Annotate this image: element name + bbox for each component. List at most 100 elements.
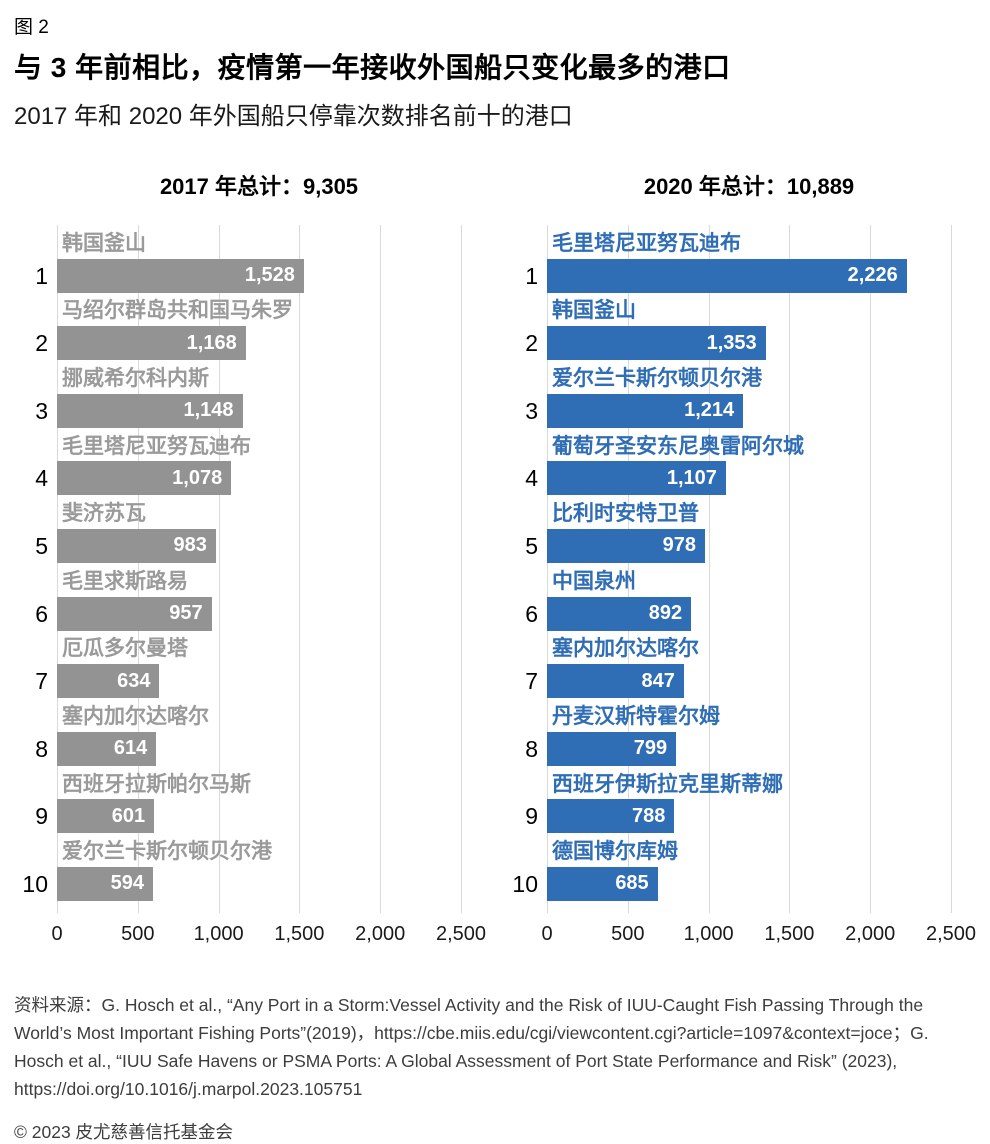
bar: 1,528 bbox=[57, 258, 304, 293]
x-axis-tick-label: 1,000 bbox=[683, 922, 734, 945]
rank-number: 2 bbox=[35, 330, 48, 357]
chart-2020: 2020 年总计：10,889 1 毛里塔尼亚努瓦迪布 2,226 2 韩国釜山 1,35… bbox=[512, 169, 976, 949]
chart-row: 4 毛里塔尼亚努瓦迪布 1,078 bbox=[35, 428, 461, 496]
x-axis-tick-label: 2,000 bbox=[355, 922, 406, 945]
bar-value: 1,168 bbox=[186, 331, 237, 354]
x-axis: 0 500 1,000 1,500 2,000 2,500 bbox=[51, 922, 486, 949]
chart-2020-title: 2020 年总计：10,889 bbox=[643, 174, 855, 199]
bar: 634 bbox=[57, 664, 160, 699]
port-label: 毛里塔尼亚努瓦迪布 bbox=[62, 434, 251, 458]
chart-row: 10 德国博尔库姆 685 bbox=[512, 833, 951, 901]
port-label: 葡萄牙圣安东尼奥雷阿尔城 bbox=[552, 434, 804, 458]
bar: 2,226 bbox=[547, 258, 907, 293]
chart-row: 7 厄瓜多尔曼塔 634 bbox=[35, 631, 461, 699]
x-axis-tick-label: 500 bbox=[611, 922, 645, 945]
bar: 957 bbox=[57, 596, 212, 631]
chart-row: 1 韩国釜山 1,528 bbox=[35, 225, 461, 293]
page-title: 与 3 年前相比，疫情第一年接收外国船只变化最多的港口 bbox=[14, 52, 731, 83]
port-label: 厄瓜多尔曼塔 bbox=[62, 637, 188, 661]
port-label: 毛里塔尼亚努瓦迪布 bbox=[552, 231, 741, 255]
port-label: 西班牙拉斯帕尔马斯 bbox=[62, 772, 251, 796]
port-label: 马绍尔群岛共和国马朱罗 bbox=[62, 299, 293, 323]
bar: 892 bbox=[547, 596, 692, 631]
x-axis-tick-label: 500 bbox=[121, 922, 155, 945]
bar: 788 bbox=[547, 799, 675, 834]
chart-row: 6 毛里求斯路易 957 bbox=[35, 563, 461, 631]
bar: 685 bbox=[547, 866, 658, 901]
bar-value: 1,078 bbox=[172, 466, 223, 489]
bar: 601 bbox=[57, 799, 155, 834]
rank-number: 4 bbox=[525, 465, 538, 492]
port-label: 德国博尔库姆 bbox=[552, 840, 678, 864]
rank-number: 3 bbox=[525, 397, 538, 424]
x-axis-tick-label: 0 bbox=[541, 922, 553, 945]
bar-value: 892 bbox=[648, 602, 683, 625]
port-label: 丹麦汉斯特霍尔姆 bbox=[552, 704, 720, 728]
rank-number: 10 bbox=[512, 870, 538, 897]
rank-number: 9 bbox=[525, 803, 538, 830]
bar: 983 bbox=[57, 528, 216, 563]
rank-number: 9 bbox=[35, 803, 48, 830]
bar-rows: 1 毛里塔尼亚努瓦迪布 2,226 2 韩国釜山 1,353 3 爱尔兰卡斯尔顿贝尔港 1,21… bbox=[512, 225, 951, 901]
x-axis: 0 500 1,000 1,500 2,000 2,500 bbox=[541, 922, 976, 949]
source-note: 资料来源：G. Hosch et al., “Any Port in a Sto… bbox=[14, 994, 929, 1099]
rank-number: 6 bbox=[525, 600, 538, 627]
bar: 1,107 bbox=[547, 461, 726, 496]
x-axis-tick-label: 1,500 bbox=[274, 922, 325, 945]
x-axis-tick-label: 1,500 bbox=[764, 922, 815, 945]
rank-number: 5 bbox=[35, 532, 48, 559]
rank-number: 1 bbox=[525, 262, 538, 289]
bar-value: 1,353 bbox=[706, 331, 757, 354]
chart-2017-plot: 1 韩国釜山 1,528 2 马绍尔群岛共和国马朱罗 1,168 3 挪威希尔科内斯 1,148… bbox=[22, 225, 462, 913]
chart-row: 4 葡萄牙圣安东尼奥雷阿尔城 1,107 bbox=[525, 428, 951, 496]
bar-rows: 1 韩国釜山 1,528 2 马绍尔群岛共和国马朱罗 1,168 3 挪威希尔科内斯 1,148… bbox=[22, 225, 461, 901]
rank-number: 1 bbox=[35, 262, 48, 289]
bar-value: 2,226 bbox=[847, 264, 898, 287]
x-axis-tick-label: 0 bbox=[51, 922, 63, 945]
bar: 614 bbox=[57, 731, 157, 766]
bar-value: 1,214 bbox=[684, 399, 735, 422]
bar-value: 1,528 bbox=[244, 264, 295, 287]
chart-row: 5 比利时安特卫普 978 bbox=[525, 495, 951, 563]
bar-value: 614 bbox=[113, 737, 148, 760]
chart-row: 9 西班牙拉斯帕尔马斯 601 bbox=[35, 766, 461, 834]
chart-row: 8 塞内加尔达喀尔 614 bbox=[35, 698, 461, 766]
chart-row: 3 爱尔兰卡斯尔顿贝尔港 1,214 bbox=[525, 360, 951, 428]
chart-row: 8 丹麦汉斯特霍尔姆 799 bbox=[525, 698, 951, 766]
bar-value: 634 bbox=[117, 669, 151, 692]
chart-2020-plot: 1 毛里塔尼亚努瓦迪布 2,226 2 韩国釜山 1,353 3 爱尔兰卡斯尔顿贝尔港 1,21… bbox=[512, 225, 952, 913]
bar-value: 1,107 bbox=[666, 466, 717, 489]
figure-label: 图 2 bbox=[14, 17, 49, 38]
port-label: 爱尔兰卡斯尔顿贝尔港 bbox=[62, 840, 272, 864]
port-label: 西班牙伊斯拉克里斯蒂娜 bbox=[552, 772, 783, 796]
rank-number: 6 bbox=[35, 600, 48, 627]
bar: 799 bbox=[547, 731, 677, 766]
rank-number: 4 bbox=[35, 465, 48, 492]
bar-value: 601 bbox=[111, 804, 146, 827]
port-label: 塞内加尔达喀尔 bbox=[552, 637, 699, 661]
x-axis-tick-label: 2,500 bbox=[925, 922, 977, 945]
chart-2017: 2017 年总计：9,305 1 韩国釜山 1,528 2 马绍尔群岛共和国马朱罗 1,1… bbox=[22, 169, 486, 949]
port-label: 韩国釜山 bbox=[62, 231, 146, 255]
gridline bbox=[951, 225, 952, 913]
rank-number: 8 bbox=[35, 735, 48, 762]
chart-row: 7 塞内加尔达喀尔 847 bbox=[525, 631, 951, 699]
bar-value: 788 bbox=[631, 804, 666, 827]
copyright-note: © 2023 皮尤慈善信托基金会 bbox=[14, 1121, 234, 1142]
rank-number: 8 bbox=[525, 735, 538, 762]
bar-value: 978 bbox=[662, 534, 697, 557]
port-label: 斐济苏瓦 bbox=[62, 502, 146, 526]
bar-value: 799 bbox=[633, 737, 668, 760]
chart-row: 2 韩国釜山 1,353 bbox=[525, 293, 951, 361]
x-axis-tick-label: 2,000 bbox=[845, 922, 896, 945]
bar: 594 bbox=[57, 866, 153, 901]
chart-row: 3 挪威希尔科内斯 1,148 bbox=[35, 360, 461, 428]
bar: 978 bbox=[547, 528, 706, 563]
bar-value: 847 bbox=[641, 669, 675, 692]
bar: 1,078 bbox=[57, 461, 232, 496]
port-label: 比利时安特卫普 bbox=[552, 502, 699, 526]
port-label: 韩国釜山 bbox=[552, 299, 636, 323]
chart-row: 10 爱尔兰卡斯尔顿贝尔港 594 bbox=[22, 833, 461, 901]
x-axis-tick-label: 2,500 bbox=[435, 922, 487, 945]
chart-row: 6 中国泉州 892 bbox=[525, 563, 951, 631]
